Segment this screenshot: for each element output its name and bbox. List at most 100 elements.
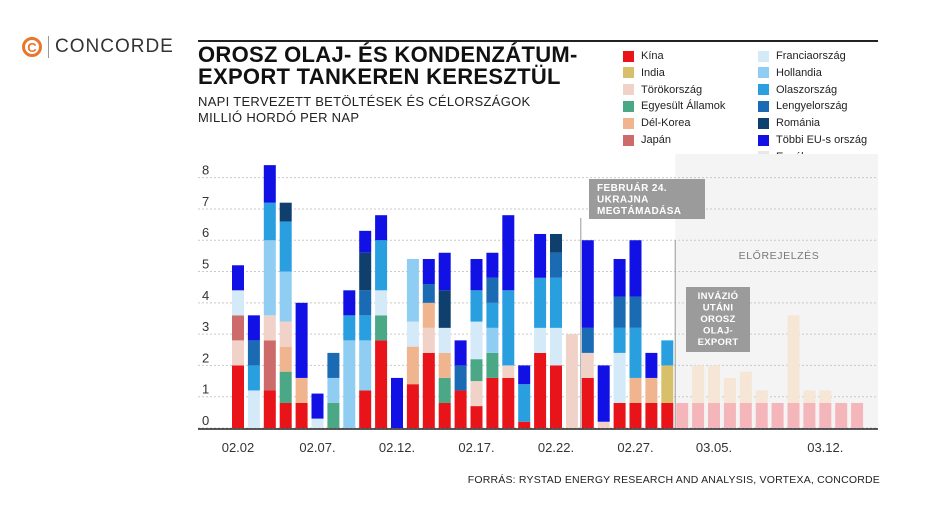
bar-segment (470, 290, 483, 322)
bar-segment (391, 377, 403, 428)
bar-segment (263, 315, 276, 341)
bar-segment (438, 402, 451, 428)
bar-segment (406, 346, 419, 385)
forecast-bar-base (851, 402, 864, 428)
legend-swatch (758, 117, 769, 129)
bar-segment (279, 221, 292, 272)
legend-label: Japán (641, 134, 671, 146)
forecast-bar-top (708, 365, 720, 403)
legend-swatch (623, 50, 634, 62)
x-tick-label: 02.17. (458, 440, 494, 455)
bar-segment (422, 284, 435, 303)
bar-segment (279, 402, 292, 428)
bar-segment (232, 340, 244, 366)
bar-segment (534, 277, 547, 328)
bar-segment (263, 240, 276, 316)
bar-segment (470, 381, 483, 407)
bar-segment (597, 421, 610, 428)
bar-segment (343, 315, 356, 341)
legend-item: Lengyelország (758, 100, 848, 112)
bar-segment (565, 334, 578, 428)
post-invasion-annotation-line: OLAJ- (703, 326, 733, 337)
legend-label: Törökország (641, 83, 703, 96)
chart-subtitle-line-1: NAPI TERVEZETT BETÖLTÉSEK ÉS CÉLORSZÁGOK (198, 94, 531, 109)
bar-segment (486, 277, 499, 303)
bar-segment (327, 352, 340, 378)
x-tick-label: 02.02 (222, 440, 255, 455)
bar-segment (645, 377, 658, 403)
legend-swatch (623, 84, 634, 96)
bar-segment (438, 377, 451, 403)
y-tick-label: 7 (202, 194, 209, 209)
bar-segment (470, 359, 483, 382)
bar-segment (406, 384, 419, 428)
chart-subtitle-line-2: MILLIÓ HORDÓ PER NAP (198, 110, 360, 125)
bar-segment (359, 340, 372, 391)
bar-segment (661, 365, 674, 403)
bar-segment (581, 377, 594, 428)
y-tick-label: 5 (202, 257, 209, 272)
x-tick-label: 02.22. (538, 440, 574, 455)
forecast-bar-top (803, 390, 816, 403)
bar-segment (295, 377, 308, 403)
chart-subtitle: NAPI TERVEZETT BETÖLTÉSEK ÉS CÉLORSZÁGOK… (198, 94, 531, 126)
bar-segment (295, 402, 308, 428)
bar-segment (406, 259, 419, 322)
bar-segment (502, 365, 515, 378)
bar-segment (311, 393, 324, 419)
bar-segment (550, 327, 562, 366)
bar-segment (375, 215, 388, 241)
bar-segment (550, 365, 562, 428)
forecast-bar-base (771, 402, 784, 428)
bar-segment (645, 402, 658, 428)
bar-segment (502, 377, 515, 428)
bar-segment (518, 365, 531, 385)
forecast-bar-base (835, 402, 848, 428)
bar-segment (247, 340, 260, 366)
invasion-annotation-line: MEGTÁMADÁSA (597, 204, 681, 217)
bar-segment (232, 315, 244, 341)
legend-item: Kína (623, 50, 664, 62)
bar-segment (343, 340, 356, 428)
chart-title: OROSZ OLAJ- ÉS KONDENZÁTUM- EXPORT TANKE… (198, 44, 578, 88)
forecast-bar-top (723, 377, 736, 403)
forecast-bar-top (755, 390, 768, 403)
bar-segment (279, 321, 292, 347)
bar-segment (359, 252, 372, 291)
bar-segment (375, 315, 388, 341)
bar-segment (279, 346, 292, 372)
bar-segment (359, 315, 372, 341)
legend-swatch (758, 84, 769, 96)
legend-label: Többi EU-s ország (776, 134, 868, 146)
legend-label: Kína (641, 50, 664, 62)
bar-segment (581, 240, 594, 328)
post-invasion-annotation-line: OROSZ (700, 314, 735, 325)
bar-segment (629, 296, 642, 328)
bar-segment (359, 290, 372, 316)
forecast-bar-base (755, 402, 768, 428)
legend-label: Olaszország (776, 83, 838, 96)
bar-segment (486, 352, 499, 378)
legend-label: Egyesült Államok (641, 100, 726, 113)
logo-separator (48, 36, 49, 58)
legend-item: India (623, 67, 665, 79)
x-tick-label: 03.12. (807, 440, 843, 455)
legend-swatch (623, 134, 634, 146)
bar-segment (295, 302, 308, 378)
bar-segment (311, 418, 324, 428)
legend-label: Franciaország (776, 50, 846, 62)
invasion-annotation-line: FEBRUÁR 24. (597, 181, 667, 194)
bar-segment (247, 390, 260, 428)
forecast-bar-base (708, 402, 720, 428)
bar-segment (597, 365, 610, 422)
bar-segment (359, 390, 372, 428)
bar-segment (232, 290, 244, 316)
legend-swatch (758, 134, 769, 146)
forecast-bar-base (692, 402, 705, 428)
bar-segment (343, 290, 356, 316)
bar-segment (613, 296, 626, 328)
bar-segment (375, 340, 388, 428)
x-tick-label: 02.27. (617, 440, 653, 455)
bar-segment (375, 240, 388, 291)
y-tick-label: 6 (202, 225, 209, 240)
